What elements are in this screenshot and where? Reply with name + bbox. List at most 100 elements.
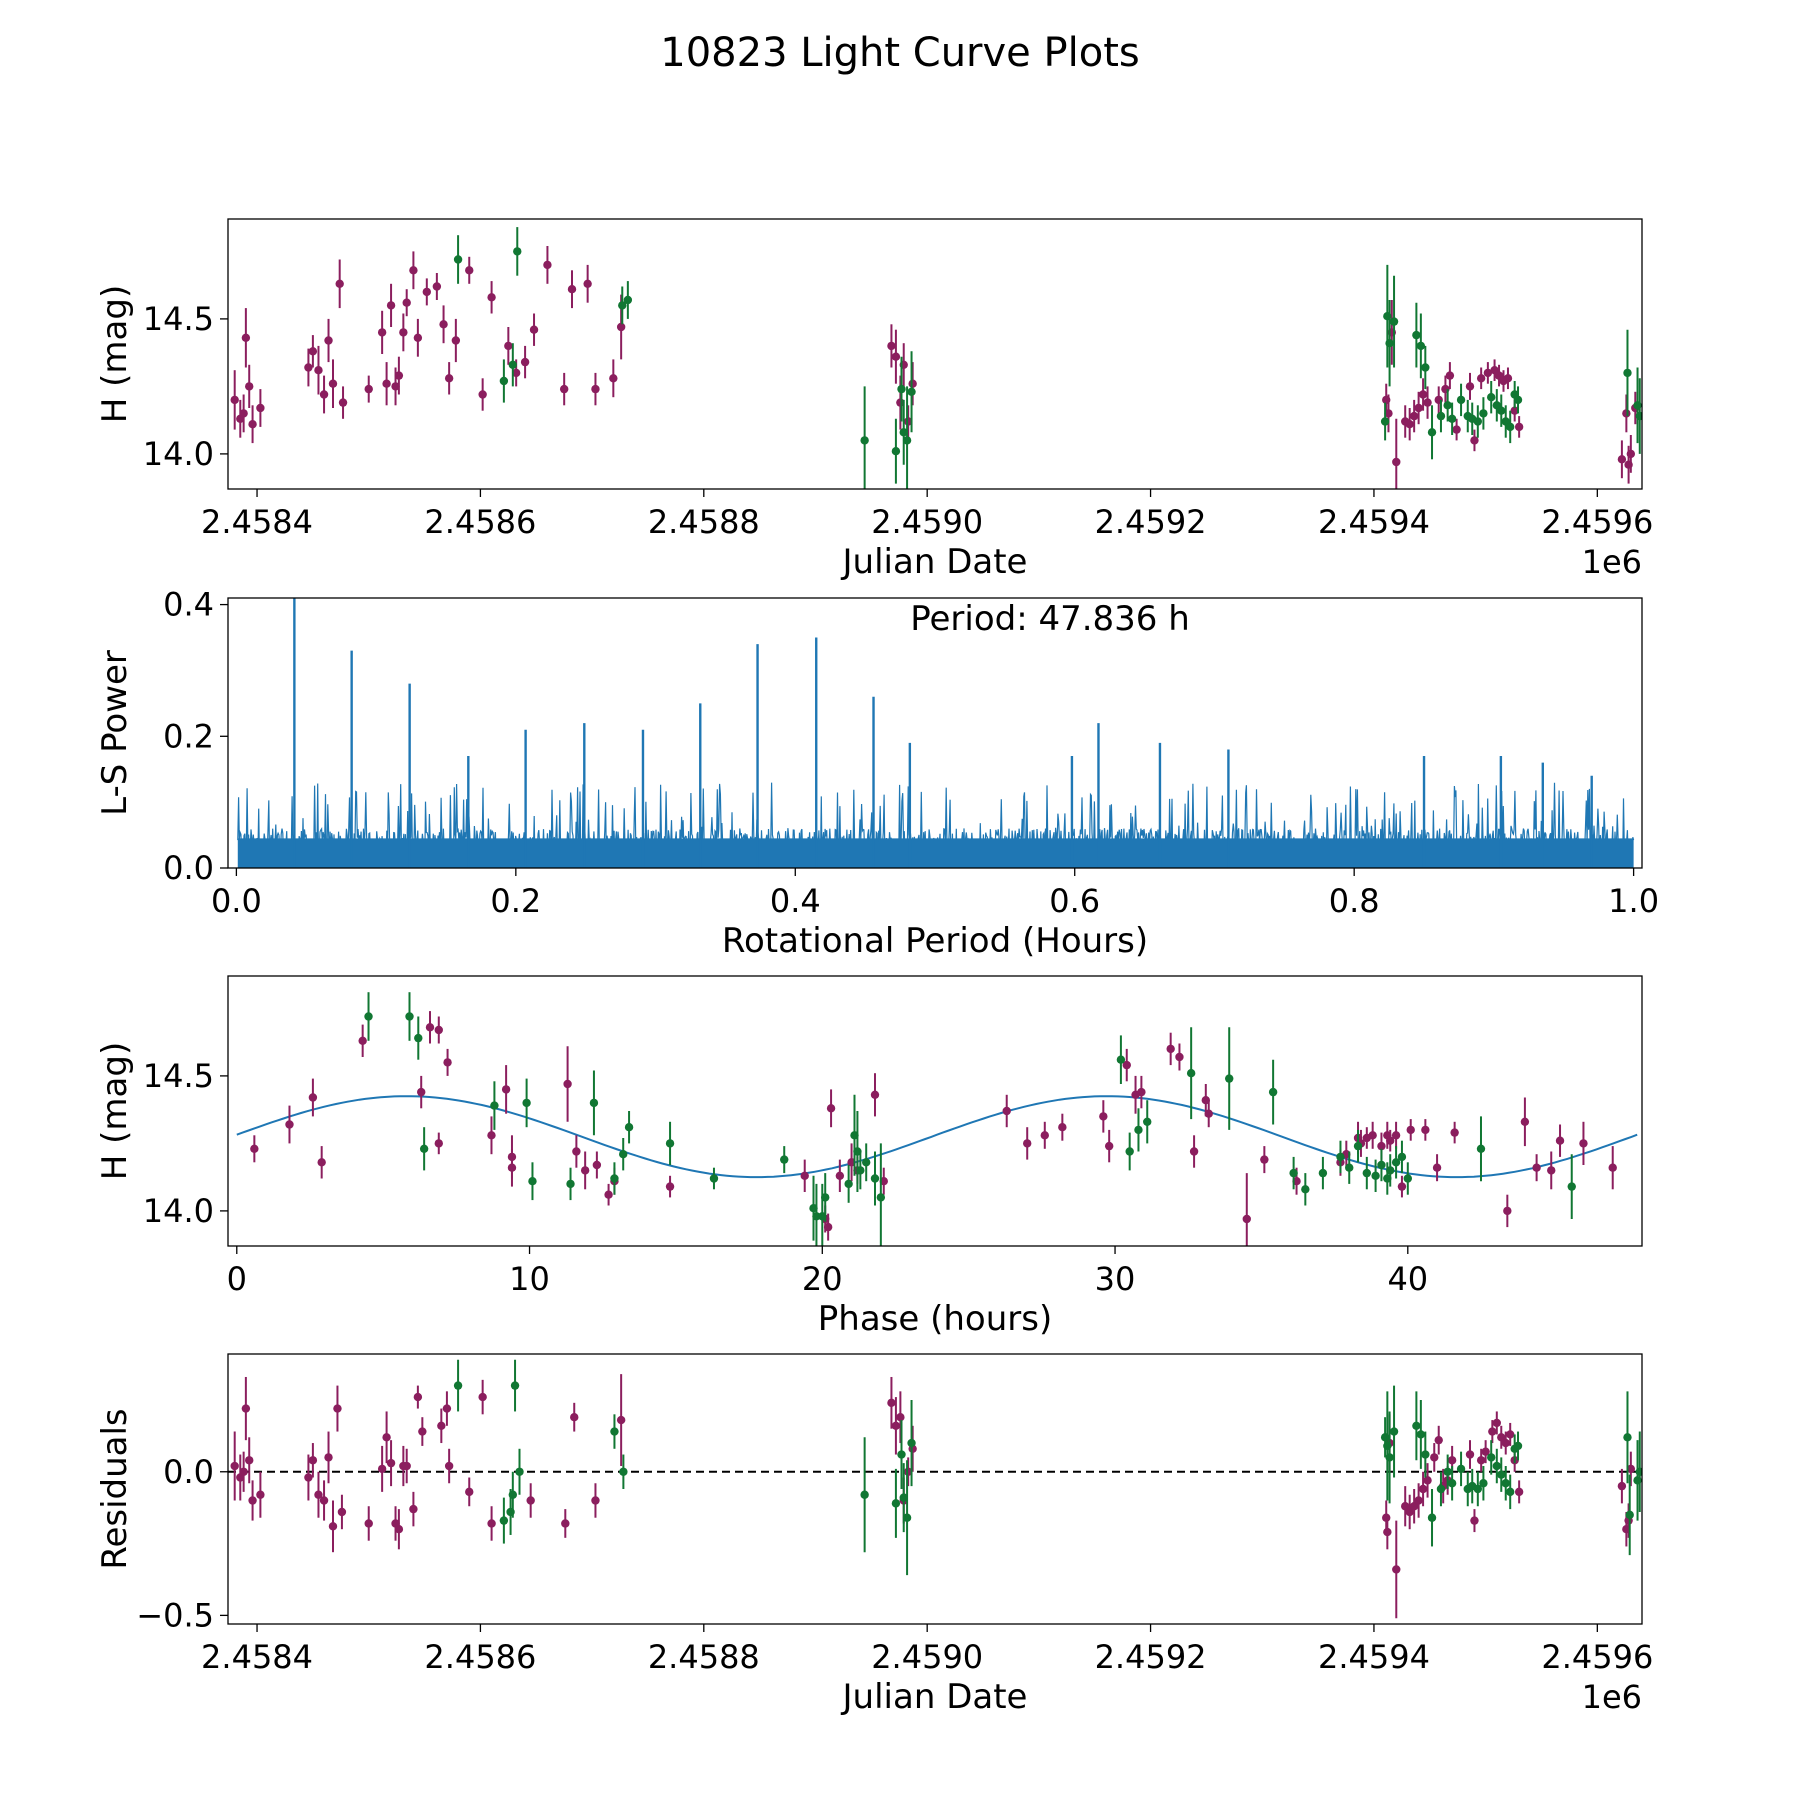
data-point	[1414, 1496, 1423, 1505]
data-point	[1430, 1453, 1439, 1462]
data-point	[1386, 1136, 1395, 1145]
data-point	[245, 1456, 254, 1465]
data-point	[1501, 1479, 1510, 1488]
data-point	[1125, 1147, 1134, 1156]
data-point	[1492, 1461, 1502, 1471]
data-point	[510, 1381, 520, 1390]
data-point	[1392, 457, 1401, 467]
data-point	[1635, 411, 1642, 421]
data-point	[1389, 1427, 1399, 1436]
data-point	[567, 285, 577, 294]
data-point	[1450, 1128, 1459, 1137]
y-tick-label: 0.0	[163, 849, 214, 887]
data-point	[1510, 406, 1519, 415]
data-point	[1409, 1502, 1419, 1511]
data-point	[1175, 1052, 1184, 1062]
data-point	[439, 320, 448, 329]
data-point	[333, 1404, 342, 1413]
data-point	[382, 379, 391, 388]
data-point	[338, 398, 348, 407]
data-point	[1421, 1450, 1430, 1459]
figure-title: 10823 Light Curve Plots	[660, 30, 1139, 76]
data-point	[414, 1033, 423, 1043]
data-point	[490, 1101, 499, 1110]
data-point	[487, 1519, 496, 1528]
data-point	[285, 1120, 294, 1129]
data-point	[1473, 417, 1483, 426]
data-point	[891, 1499, 901, 1508]
x-tick-label: 0.8	[1329, 882, 1380, 920]
data-point	[624, 1123, 634, 1132]
data-point	[1555, 1136, 1565, 1145]
data-point	[1514, 422, 1524, 432]
data-point	[526, 1496, 535, 1505]
data-point	[1386, 1166, 1395, 1175]
data-point	[1427, 428, 1437, 437]
data-point	[1470, 436, 1479, 445]
x-tick-label: 0.2	[490, 882, 541, 920]
data-point	[1487, 1453, 1496, 1462]
x-tick-label: 0	[227, 1260, 247, 1298]
data-point	[382, 1433, 391, 1442]
data-point	[623, 295, 633, 305]
data-point	[1392, 1565, 1401, 1574]
data-point	[319, 390, 329, 399]
data-point	[1405, 420, 1414, 429]
data-point	[304, 1473, 313, 1482]
data-point	[591, 384, 600, 394]
data-point	[891, 447, 901, 456]
data-point	[896, 1412, 905, 1422]
data-point	[826, 1104, 836, 1113]
data-point	[1040, 1131, 1049, 1140]
data-point	[543, 260, 552, 270]
data-point	[563, 1079, 572, 1089]
data-point	[504, 341, 513, 351]
data-point	[1488, 1427, 1497, 1436]
data-point	[1497, 1433, 1506, 1442]
data-point	[1385, 1453, 1394, 1462]
data-point	[1625, 1510, 1634, 1520]
data-point	[256, 1490, 265, 1499]
data-point	[876, 1193, 886, 1202]
data-point	[487, 1131, 496, 1140]
data-point	[241, 333, 251, 342]
x-axis-label: Phase (hours)	[818, 1299, 1052, 1339]
data-point	[241, 1404, 251, 1413]
data-point	[1397, 1182, 1407, 1191]
data-point	[570, 1412, 579, 1422]
data-point	[1382, 1513, 1391, 1522]
data-point	[1476, 1456, 1486, 1465]
data-point	[402, 298, 411, 307]
y-tick-label: 0.4	[163, 586, 214, 624]
data-point	[870, 1174, 880, 1183]
data-point	[324, 1453, 333, 1462]
data-point	[902, 1513, 912, 1522]
data-point	[256, 403, 265, 413]
data-point	[1416, 341, 1426, 351]
data-point	[522, 1098, 531, 1108]
x-tick-label: 2.4596	[1541, 503, 1653, 541]
data-point	[1391, 1131, 1401, 1140]
data-point	[308, 1456, 318, 1465]
data-point	[1345, 1163, 1354, 1172]
data-point	[907, 387, 916, 396]
data-point	[604, 1190, 613, 1199]
data-point	[248, 420, 257, 429]
data-point	[1579, 1139, 1588, 1148]
data-point	[1473, 1484, 1483, 1494]
y-axis-label: H (mag)	[95, 1042, 135, 1180]
data-point	[1443, 1467, 1452, 1476]
sine-fit-curve	[236, 1095, 1638, 1179]
data-point	[1421, 1125, 1430, 1135]
data-point	[619, 1150, 628, 1159]
x-tick-label: 30	[1095, 1260, 1136, 1298]
data-point	[844, 1179, 853, 1189]
data-point	[583, 279, 592, 288]
period-annotation: Period: 47.836 h	[910, 599, 1190, 639]
data-point	[1166, 1044, 1175, 1054]
data-point	[1318, 1168, 1328, 1178]
data-point	[1189, 1147, 1199, 1156]
axes-frame	[227, 975, 1643, 1247]
data-point	[451, 336, 461, 345]
data-point	[405, 1012, 414, 1021]
